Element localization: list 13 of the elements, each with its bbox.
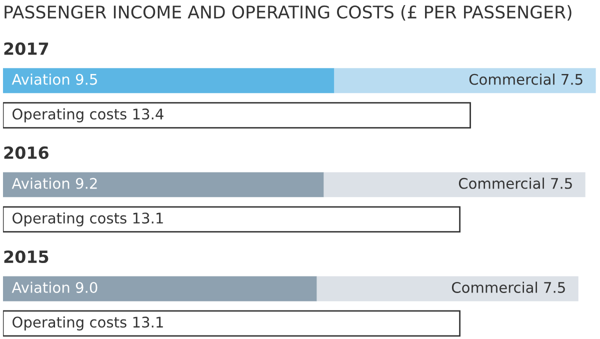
y-tick-label: 2017 bbox=[4, 42, 48, 55]
data-label: Commercial 7.5 bbox=[452, 282, 565, 293]
data-label: Commercial 7.5 bbox=[458, 178, 572, 189]
chart-title: PASSENGER INCOME AND OPERATING COSTS (£ PER PASSENGER) bbox=[4, 5, 572, 21]
data-label: Commercial 7.5 bbox=[469, 74, 582, 85]
y-tick-label: 2015 bbox=[4, 250, 48, 264]
data-label: Operating costs 13.1 bbox=[12, 316, 163, 330]
data-label: Operating costs 13.4 bbox=[12, 108, 164, 122]
y-tick-label: 2016 bbox=[4, 146, 48, 160]
data-label: Aviation 9.2 bbox=[12, 178, 97, 189]
data-label: Aviation 9.0 bbox=[12, 282, 98, 293]
data-label: Aviation 9.5 bbox=[12, 74, 97, 85]
data-label: Operating costs 13.1 bbox=[12, 212, 163, 226]
